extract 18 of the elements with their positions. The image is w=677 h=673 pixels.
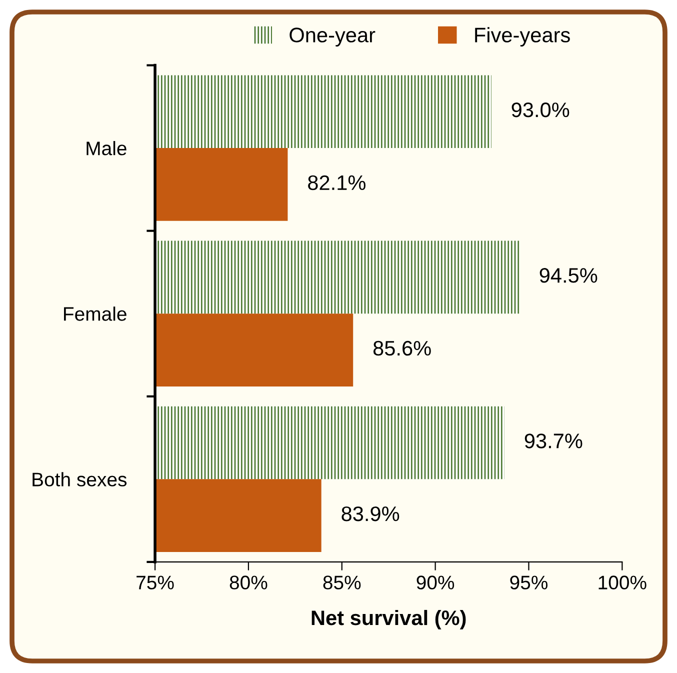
x-axis-title: Net survival (%)	[312, 610, 466, 630]
y-tick-label: Male	[86, 141, 126, 156]
x-tick-label: 90%	[416, 576, 454, 590]
x-tick-label: 100%	[598, 576, 646, 590]
data-label: 94.5%	[540, 268, 598, 283]
data-label: 85.6%	[373, 340, 431, 356]
legend-label: Five-years	[475, 27, 570, 47]
data-label: 82.1%	[308, 175, 366, 190]
data-label: 83.9%	[342, 506, 400, 522]
x-tick-label: 80%	[230, 576, 268, 590]
legend-label: One-year	[290, 28, 376, 47]
x-tick-label: 75%	[136, 576, 174, 590]
y-tick-label: Female	[64, 306, 126, 321]
x-tick-label: 95%	[510, 576, 548, 590]
data-label: 93.0%	[512, 102, 570, 118]
data-label: 93.7%	[524, 434, 582, 448]
x-tick-label: 85%	[323, 576, 361, 590]
y-tick-label: Both sexes	[32, 472, 127, 486]
